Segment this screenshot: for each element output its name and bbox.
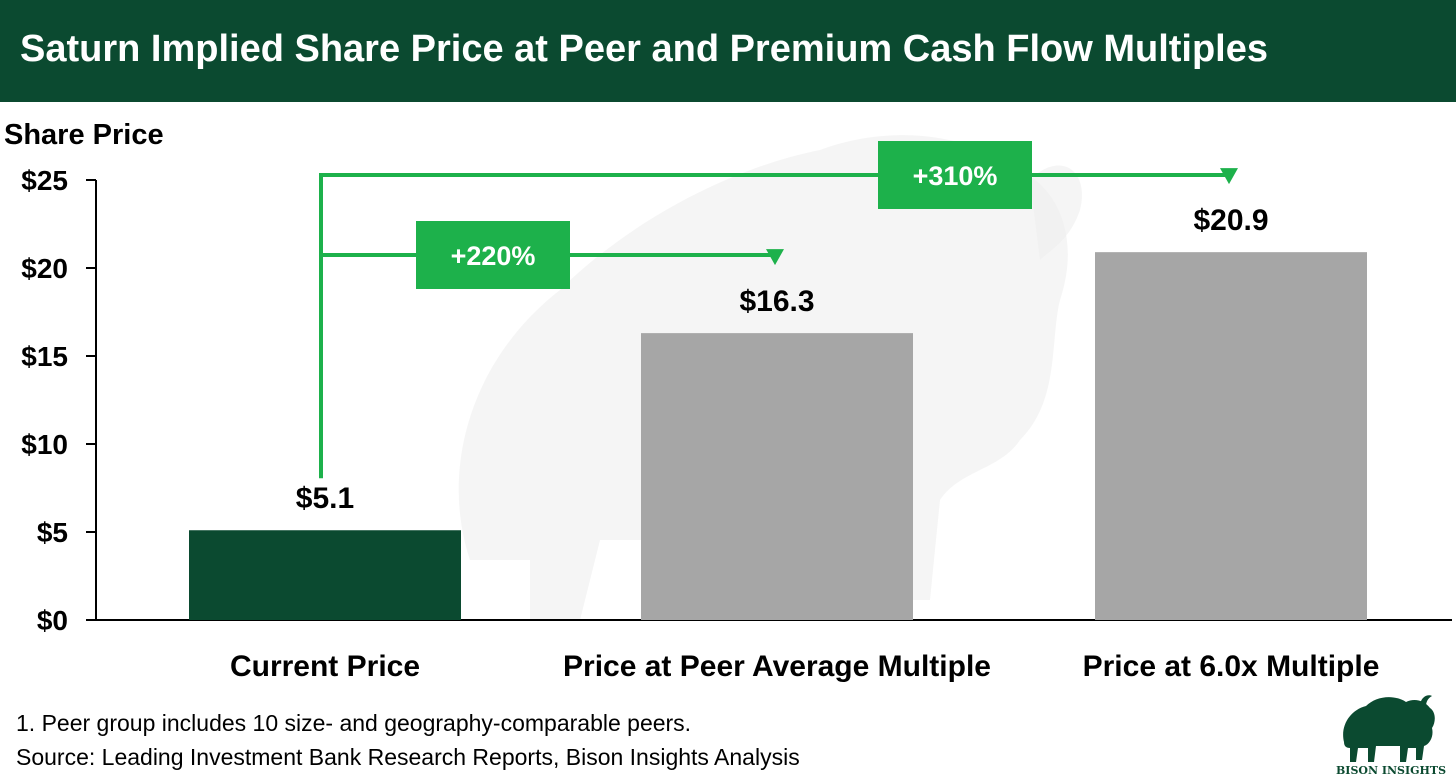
category-label: Price at Peer Average Multiple (563, 650, 991, 683)
bar-value-label: $16.3 (739, 285, 814, 318)
y-tick-label: $15 (21, 341, 68, 372)
footnote-peer-group: 1. Peer group includes 10 size- and geog… (16, 710, 692, 736)
category-labels: Current Price Price at Peer Average Multi… (230, 650, 1379, 683)
growth-arrow: +220% (321, 221, 784, 289)
logo-text: BISON INSIGHTS (1336, 764, 1447, 777)
bar (1095, 252, 1367, 620)
category-label: Current Price (230, 650, 420, 683)
footnote-source: Source: Leading Investment Bank Research… (16, 744, 800, 770)
growth-callout-label: +220% (451, 241, 536, 271)
bar (189, 530, 461, 620)
growth-callout-box (416, 221, 570, 289)
bar (641, 333, 913, 620)
growth-arrows: +220% +310% (319, 141, 1238, 479)
bars (189, 252, 1367, 620)
bison-icon (1343, 695, 1435, 762)
bar-chart: $0 $5 $10 $15 $20 $25 Current Price Price at P… (4, 119, 1452, 683)
growth-callout-label: +310% (913, 161, 998, 191)
y-tick-label: $25 (21, 165, 68, 196)
y-axis-label: Share Price (4, 119, 164, 151)
category-label: Price at 6.0x Multiple (1083, 650, 1380, 683)
growth-callout-box (878, 141, 1032, 209)
title-bar: Saturn Implied Share Price at Peer and P… (0, 0, 1456, 102)
growth-arrow: +310% (321, 141, 1238, 209)
y-tick-label: $20 (21, 253, 68, 284)
chart-title: Saturn Implied Share Price at Peer and P… (20, 28, 1269, 70)
bar-value-label: $20.9 (1193, 204, 1268, 237)
y-tick-label: $0 (37, 605, 68, 636)
y-tick-label: $10 (21, 429, 68, 460)
y-tick-label: $5 (37, 517, 68, 548)
y-ticks: $0 $5 $10 $15 $20 $25 (21, 165, 96, 636)
bar-value-label: $5.1 (296, 482, 354, 515)
value-labels: $5.1 $16.3 $20.9 (296, 204, 1269, 515)
